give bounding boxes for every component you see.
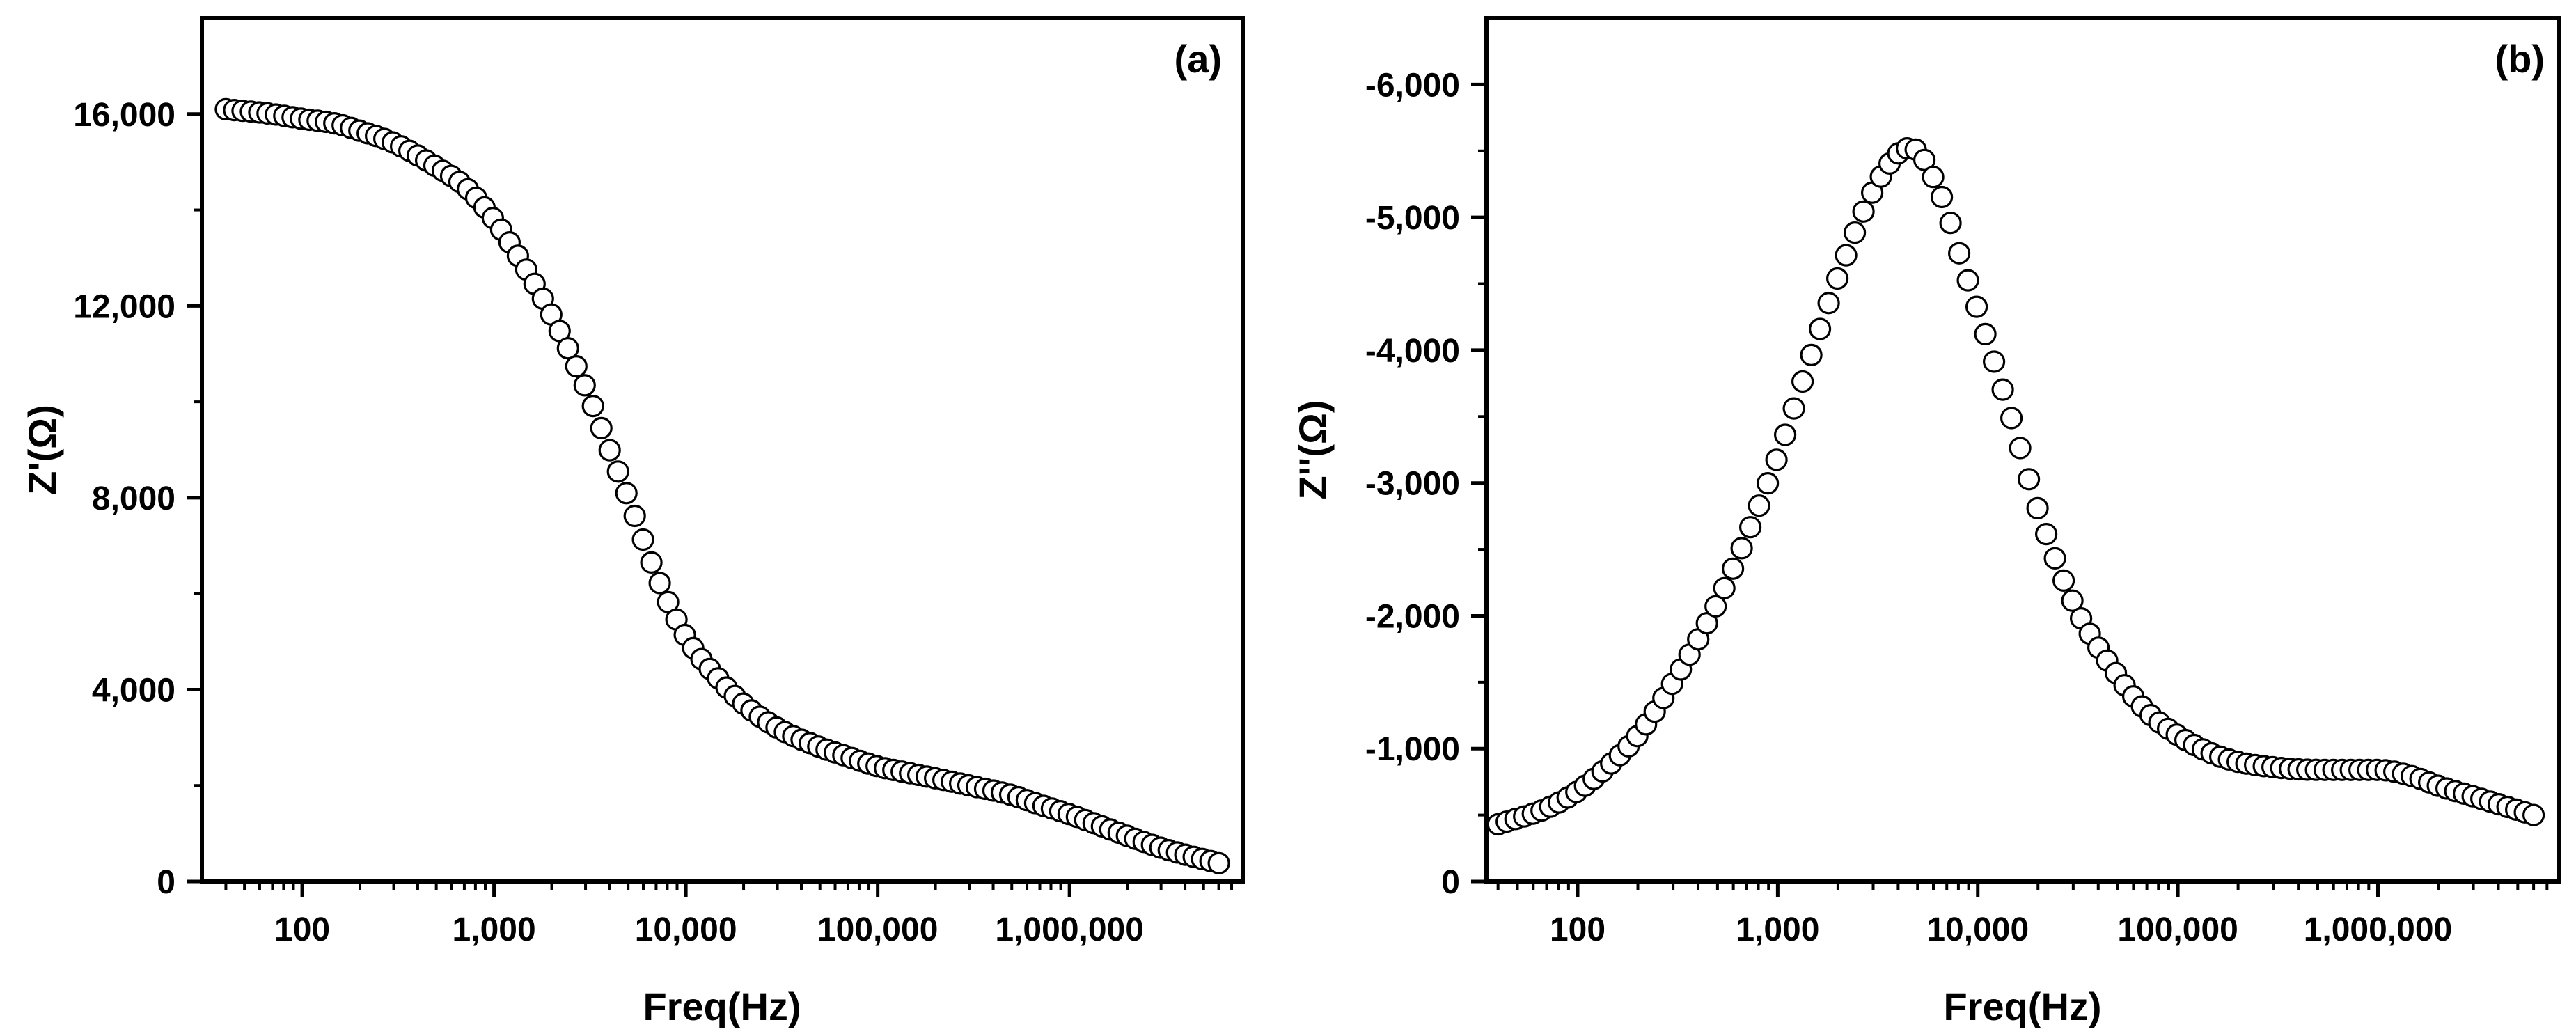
panel-b-label: (b) [2495,37,2545,81]
data-point [2009,437,2032,460]
y-tick-label: -6,000 [1365,67,1460,104]
y-tick-label: -2,000 [1365,598,1460,635]
data-point [2000,407,2023,430]
x-tick-label: 1,000 [1736,911,1819,948]
y-tick-label: 16,000 [73,97,175,134]
data-point [1774,423,1797,446]
x-tick-label: 1,000,000 [995,911,1144,948]
y-tick-label: -5,000 [1365,200,1460,237]
y-tick-label: 4,000 [92,672,175,709]
panel-b-series [1486,137,2545,836]
data-point [2043,547,2066,570]
data-point [1956,269,1979,292]
panel-b-y-axis-title: Z''(Ω) [1291,400,1335,499]
x-tick-label: 10,000 [635,911,737,948]
y-tick-label: -4,000 [1365,333,1460,370]
data-point [648,572,671,595]
panel-a-x-ticks: 100 1,000 10,000 100,000 1,000,000 [224,881,1234,948]
data-point [1974,322,1997,345]
x-tick-label: 1,000,000 [2304,911,2453,948]
data-point [573,374,596,397]
data-point [2035,522,2058,546]
data-point [1983,350,2006,373]
data-point [1765,448,1788,471]
data-point [1757,471,1780,495]
y-tick-label: -1,000 [1365,731,1460,768]
y-tick-label: 0 [1441,864,1460,901]
x-tick-label: 1,000 [453,911,536,948]
data-point [1844,221,1867,244]
data-point [1791,370,1814,393]
y-tick-label: 0 [157,864,175,901]
y-tick-label: 12,000 [73,288,175,325]
data-point [2522,803,2545,826]
data-point [1835,244,1858,267]
x-tick-label: 100,000 [2117,911,2238,948]
data-point [1782,397,1805,420]
y-tick-label: 8,000 [92,480,175,517]
panel-a-y-ticks: 0 4,000 8,000 12,000 16,000 [73,97,202,901]
panel-a-x-axis-title: Freq(Hz) [643,984,801,1028]
data-point [606,460,629,483]
panel-a-series [214,97,1230,874]
x-tick-label: 100,000 [817,911,938,948]
data-point [1965,295,1988,318]
panel-a-y-axis-title: Z'(Ω) [20,405,64,495]
data-point [1730,537,1753,560]
data-point [623,504,646,528]
data-point [1739,516,1762,539]
x-tick-label: 100 [1550,911,1605,948]
data-point [2018,468,2041,491]
panel-b-frame [1484,16,2561,884]
data-point [1852,200,1875,223]
data-point [1722,557,1745,580]
data-point [1931,185,1954,209]
x-tick-label: 100 [274,911,330,948]
data-point [615,482,638,505]
data-point [640,551,663,574]
data-point [1207,851,1230,874]
data-point [1817,292,1840,315]
data-point [2061,589,2084,612]
data-point [1748,494,1770,517]
data-point [1713,576,1736,599]
data-point [581,394,604,418]
panel-b-x-axis-title: Freq(Hz) [1943,984,2101,1028]
data-point [1922,166,1945,189]
panel-a-label: (a) [1175,37,1222,81]
data-point [2026,496,2049,520]
data-point [590,416,613,440]
data-point [1809,317,1832,340]
data-point [556,337,579,360]
data-point [565,354,588,378]
panel-b-x-ticks: 100 1,000 10,000 100,000 1,000,000 [1496,881,2549,948]
data-point [1704,595,1727,618]
data-point [1991,378,2014,401]
data-point [1939,212,1962,235]
panel-a-frame [200,16,1245,884]
panel-b: 100 1,000 10,000 100,000 1,000,000 0 -1,000 -2… [1291,16,2561,1028]
data-point [598,439,621,462]
y-tick-label: -3,000 [1365,466,1460,503]
data-point [2052,569,2075,592]
panel-b-y-ticks: 0 -1,000 -2,000 -3,000 -4,000 -5,000 -6,000 [1365,67,1486,901]
panel-a: 100 1,000 10,000 100,000 1,000,000 0 4,000 8,0… [20,16,1245,1028]
data-point [1948,242,1971,265]
data-point [631,528,654,551]
x-tick-label: 10,000 [1926,911,2029,948]
data-point [1800,343,1823,366]
data-point [1826,267,1849,290]
